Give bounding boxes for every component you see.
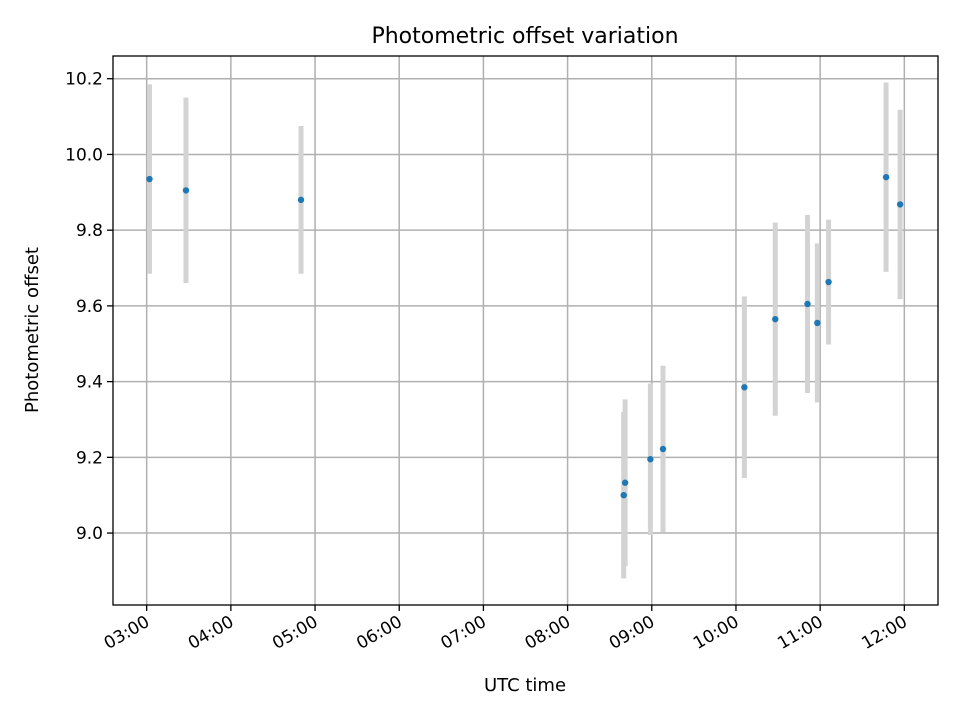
grid xyxy=(113,56,938,605)
data-point xyxy=(741,384,748,391)
x-tick-label: 04:00 xyxy=(185,612,237,654)
data-points xyxy=(146,173,904,499)
y-tick-label: 9.2 xyxy=(76,448,103,468)
y-axis-ticks: 9.0 9.2 9.4 9.6 9.8 10.0 10.2 xyxy=(65,70,113,544)
x-tick-label: 09:00 xyxy=(606,612,658,654)
data-point xyxy=(620,492,627,499)
x-tick-label: 06:00 xyxy=(353,612,405,654)
y-tick-label: 10.2 xyxy=(65,70,103,90)
x-tick-label: 10:00 xyxy=(690,612,742,654)
x-tick-label: 11:00 xyxy=(774,612,826,654)
y-tick-label: 9.8 xyxy=(76,221,103,241)
data-point xyxy=(814,319,821,327)
y-tick-label: 10.0 xyxy=(65,145,103,165)
data-point xyxy=(659,445,667,453)
x-tick-label: 12:00 xyxy=(858,612,910,654)
data-point xyxy=(825,278,832,286)
plot-frame xyxy=(112,55,939,606)
chart-title: Photometric offset variation xyxy=(371,24,678,49)
data-point xyxy=(297,196,305,204)
y-tick-label: 9.4 xyxy=(76,373,103,393)
data-point xyxy=(146,175,153,183)
x-tick-label: 05:00 xyxy=(269,612,321,654)
y-tick-label: 9.0 xyxy=(76,524,103,544)
data-point xyxy=(182,187,190,194)
error-bars xyxy=(146,82,903,579)
y-tick-label: 9.6 xyxy=(76,297,103,317)
data-point xyxy=(621,479,629,486)
data-point xyxy=(896,201,904,208)
x-tick-label: 03:00 xyxy=(101,612,153,654)
x-axis-ticks: 03:00 04:00 05:00 06:00 07:00 08:00 09:00 10:00… xyxy=(101,605,911,654)
data-point xyxy=(882,173,890,181)
x-tick-label: 08:00 xyxy=(522,612,574,654)
x-tick-label: 07:00 xyxy=(437,612,489,654)
y-axis-label: Photometric offset xyxy=(22,247,43,413)
data-point xyxy=(772,315,779,323)
data-point xyxy=(804,300,811,308)
data-point xyxy=(647,456,654,463)
x-axis-label: UTC time xyxy=(484,675,566,696)
